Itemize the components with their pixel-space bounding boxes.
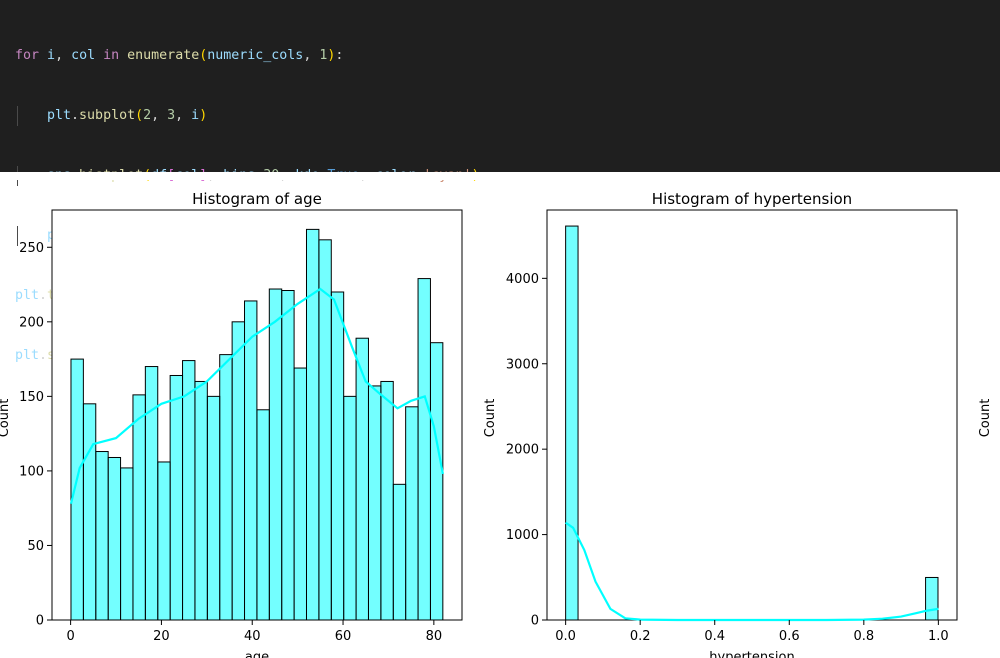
histogram-bar — [392, 483, 407, 621]
x-tick-label: 0.0 — [555, 629, 576, 644]
histogram-bar — [925, 576, 939, 621]
histogram-bar — [144, 366, 159, 621]
y-tick-label: 150 — [19, 390, 44, 405]
histogram-bar — [132, 394, 146, 621]
histogram-bar — [293, 367, 307, 621]
histogram-bar — [157, 461, 171, 621]
y-tick-label: 250 — [19, 241, 44, 256]
chart-title: Histogram of hypertension — [652, 190, 852, 208]
y-tick-label: 200 — [19, 315, 44, 330]
y-axis-label: Count — [483, 399, 498, 438]
histogram-bar — [194, 380, 208, 621]
histogram-bar — [120, 467, 134, 621]
y-tick-label: 1000 — [506, 528, 539, 543]
x-axis-label: age — [245, 650, 269, 658]
histogram-bar — [305, 228, 320, 621]
x-tick-label: 0.8 — [853, 629, 874, 644]
kde-line — [69, 287, 444, 504]
x-tick-label: 1.0 — [928, 629, 949, 644]
histogram-bar — [417, 278, 431, 621]
histogram-bar — [281, 290, 295, 621]
chart-title: Histogram of age — [192, 190, 322, 208]
y-tick-label: 100 — [19, 464, 44, 479]
histogram-bar — [70, 358, 84, 621]
subplot-age: Histogram of age Count age 0 20 40 60 80 0 50 1… — [0, 190, 463, 658]
histogram-bar — [355, 337, 369, 621]
x-tick-label: 40 — [244, 629, 261, 644]
histogram-bar — [169, 374, 184, 621]
subplot-partial: Count — [978, 399, 993, 438]
y-tick-label: 50 — [27, 539, 44, 554]
x-tick-label: 0.6 — [779, 629, 800, 644]
histogram-bar — [244, 300, 258, 621]
histogram-bar — [330, 291, 345, 621]
code-line: plt.subplot(2, 3, i) — [15, 106, 1000, 126]
histogram-bar — [343, 395, 357, 621]
histogram-bar — [182, 360, 196, 621]
histogram-bar — [256, 409, 270, 621]
x-tick-label: 60 — [335, 629, 352, 644]
subplot-hypertension: Histogram of hypertension Count hyperten… — [483, 190, 958, 658]
y-tick-label: 0 — [36, 614, 44, 629]
y-tick-label: 4000 — [506, 272, 539, 287]
x-axis-label: hypertension — [709, 650, 794, 658]
histogram-bar — [82, 403, 97, 621]
x-tick-label: 20 — [153, 629, 170, 644]
histogram-bar — [107, 456, 122, 621]
histogram-bar — [367, 385, 382, 621]
y-tick-label: 0 — [531, 614, 539, 629]
histogram-bar — [95, 451, 109, 621]
x-tick-label: 0.2 — [630, 629, 651, 644]
histogram-bar — [268, 288, 283, 621]
histogram-bar — [380, 380, 394, 621]
y-axis-label: Count — [978, 399, 993, 438]
code-line: for i, col in enumerate(numeric_cols, 1)… — [15, 48, 344, 63]
histogram-bar — [206, 395, 221, 621]
y-tick-label: 2000 — [506, 443, 539, 458]
histogram-bar — [405, 406, 419, 621]
y-tick-label: 3000 — [506, 357, 539, 372]
histogram-bar — [231, 321, 246, 621]
x-tick-label: 80 — [426, 629, 443, 644]
figure-output: Histogram of age Count age 0 20 40 60 80 0 50 1… — [0, 190, 993, 658]
histogram-bar — [219, 354, 233, 621]
x-tick-label: 0 — [66, 629, 74, 644]
y-axis-label: Count — [0, 399, 12, 438]
cell-output-separator — [0, 172, 1000, 180]
axes-frame — [546, 209, 958, 621]
x-tick-label: 0.4 — [704, 629, 725, 644]
histogram-bar — [565, 225, 579, 621]
code-editor[interactable]: for i, col in enumerate(numeric_cols, 1)… — [0, 0, 1000, 363]
histogram-bar — [429, 342, 444, 621]
